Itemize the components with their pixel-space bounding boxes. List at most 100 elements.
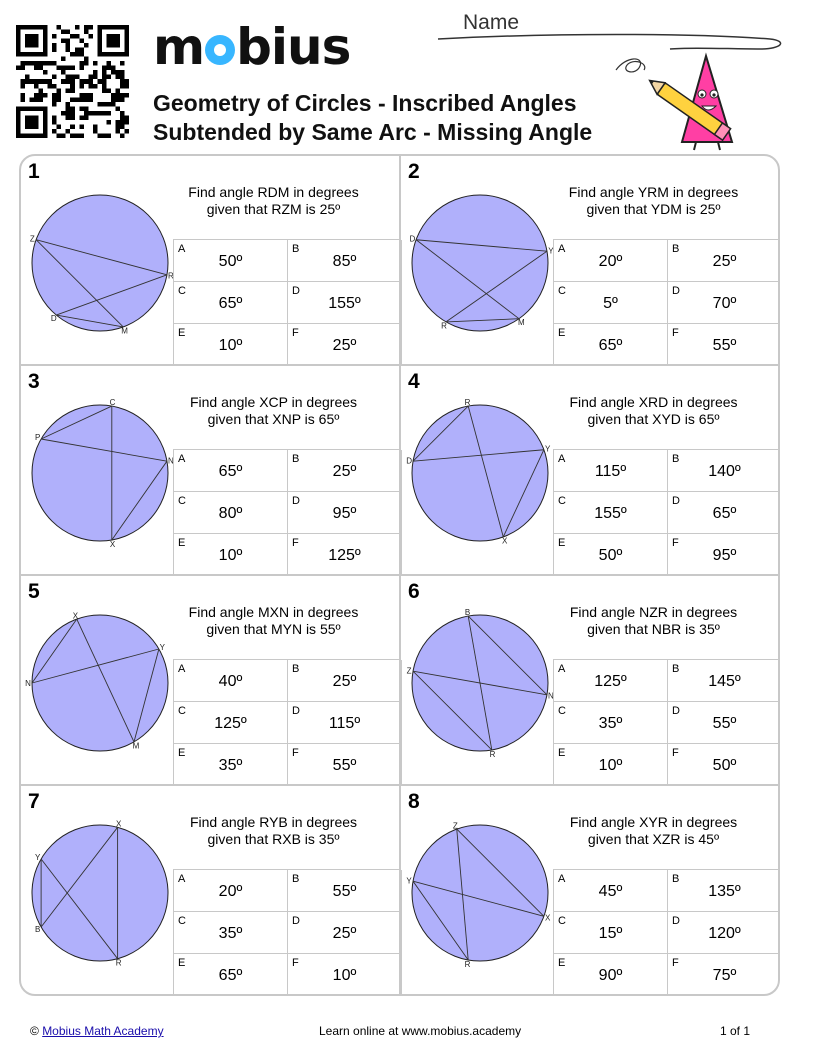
option-f[interactable]: F 10º (288, 954, 402, 994)
problem-prompt: Find angle NZR in degrees given that NBR … (551, 604, 756, 638)
option-letter: B (292, 873, 300, 885)
option-value: 50º (218, 253, 243, 270)
chord-YN (31, 648, 160, 684)
answer-options: A 50º B 85º C 65º D 155º E 10º F 25º (173, 239, 402, 366)
option-f[interactable]: F 55º (668, 324, 778, 366)
option-d[interactable]: D 55º (668, 702, 778, 744)
answer-options: A 115º B 140º C 155º D 65º E 50º F 95º (553, 449, 778, 576)
problem-grid: 1 Find angle RDM in degrees given that RZM… (19, 154, 780, 996)
option-a[interactable]: A 20º (174, 870, 288, 912)
problem-prompt: Find angle MXN in degrees given that MYN … (171, 604, 376, 638)
option-b[interactable]: B 55º (288, 870, 402, 912)
problem-card: 6 Find angle NZR in degrees given that NBR… (401, 576, 778, 786)
option-d[interactable]: D 155º (288, 282, 402, 324)
option-f[interactable]: F 95º (668, 534, 778, 576)
option-f[interactable]: F 75º (668, 954, 778, 994)
option-value: 65º (712, 505, 737, 522)
option-letter: B (292, 663, 300, 675)
circle (411, 404, 549, 542)
chord-YR (40, 858, 118, 959)
option-c[interactable]: C 35º (554, 702, 668, 744)
point-label: Y (160, 643, 166, 652)
option-d[interactable]: D 120º (668, 912, 778, 954)
option-a[interactable]: A 45º (554, 870, 668, 912)
qr-code (16, 25, 129, 138)
option-c[interactable]: C 15º (554, 912, 668, 954)
option-c[interactable]: C 5º (554, 282, 668, 324)
chord-XM (76, 618, 135, 743)
option-b[interactable]: B 140º (668, 450, 778, 492)
option-b[interactable]: B 145º (668, 660, 778, 702)
chord-RX (467, 405, 504, 538)
option-letter: F (672, 327, 679, 339)
option-e[interactable]: E 10º (174, 324, 288, 366)
option-a[interactable]: A 125º (554, 660, 668, 702)
option-d[interactable]: D 95º (288, 492, 402, 534)
problem-prompt: Find angle XYR in degrees given that XZR … (551, 814, 756, 848)
option-value: 65º (218, 463, 243, 480)
option-letter: A (178, 243, 186, 255)
option-c[interactable]: C 155º (554, 492, 668, 534)
circle-diagram: Z R M D (30, 194, 174, 336)
option-d[interactable]: D 25º (288, 912, 402, 954)
option-e[interactable]: E 10º (554, 744, 668, 786)
option-c[interactable]: C 80º (174, 492, 288, 534)
option-d[interactable]: D 115º (288, 702, 402, 744)
option-b[interactable]: B 25º (668, 240, 778, 282)
option-b[interactable]: B 85º (288, 240, 402, 282)
option-a[interactable]: A 40º (174, 660, 288, 702)
option-d[interactable]: D 65º (668, 492, 778, 534)
academy-link[interactable]: Mobius Math Academy (42, 1024, 164, 1038)
option-letter: C (178, 705, 186, 717)
chord-ZR (35, 239, 168, 276)
option-a[interactable]: A 115º (554, 450, 668, 492)
option-letter: C (558, 495, 566, 507)
problem-number: 3 (28, 370, 40, 393)
option-value: 85º (332, 253, 357, 270)
point-label: Y (35, 853, 41, 862)
prompt-question: Find angle RYB in degrees (189, 814, 358, 830)
circle (31, 614, 169, 752)
option-a[interactable]: A 65º (174, 450, 288, 492)
option-d[interactable]: D 70º (668, 282, 778, 324)
chord-RD (412, 405, 469, 462)
option-f[interactable]: F 25º (288, 324, 402, 366)
point-label: X (116, 819, 122, 828)
option-b[interactable]: B 25º (288, 660, 402, 702)
option-e[interactable]: E 10º (174, 534, 288, 576)
option-f[interactable]: F 50º (668, 744, 778, 786)
prompt-question: Find angle RDM in degrees (188, 184, 359, 200)
option-e[interactable]: E 65º (554, 324, 668, 366)
problem-number: 5 (28, 580, 40, 603)
option-e[interactable]: E 65º (174, 954, 288, 994)
mascot-pencil-illustration (615, 52, 734, 151)
option-c[interactable]: C 65º (174, 282, 288, 324)
option-letter: A (558, 453, 566, 465)
option-b[interactable]: B 25º (288, 450, 402, 492)
option-letter: F (672, 747, 679, 759)
circle-diagram: B Z R N (407, 608, 554, 759)
problem-card: 5 Find angle MXN in degrees given that MYN… (21, 576, 402, 786)
option-letter: A (558, 243, 566, 255)
option-b[interactable]: B 135º (668, 870, 778, 912)
option-a[interactable]: A 50º (174, 240, 288, 282)
problem-card: 4 Find angle XRD in degrees given that XYD… (401, 366, 778, 576)
option-f[interactable]: F 125º (288, 534, 402, 576)
option-c[interactable]: C 35º (174, 912, 288, 954)
option-letter: E (558, 747, 566, 759)
point-label: R (116, 959, 122, 968)
option-value: 125º (594, 673, 627, 690)
option-f[interactable]: F 55º (288, 744, 402, 786)
option-e[interactable]: E 50º (554, 534, 668, 576)
problem-prompt: Find angle XRD in degrees given that XYD … (551, 394, 756, 428)
answer-options: A 65º B 25º C 80º D 95º E 10º F 125º (173, 449, 402, 576)
option-e[interactable]: E 35º (174, 744, 288, 786)
title-line-2: Subtended by Same Arc - Missing Angle (153, 119, 593, 145)
chord-DY (416, 239, 548, 252)
option-c[interactable]: C 125º (174, 702, 288, 744)
option-letter: C (178, 915, 186, 927)
option-a[interactable]: A 20º (554, 240, 668, 282)
prompt-given: given that YDM is 25º (586, 201, 721, 217)
option-letter: D (292, 285, 300, 297)
option-e[interactable]: E 90º (554, 954, 668, 994)
